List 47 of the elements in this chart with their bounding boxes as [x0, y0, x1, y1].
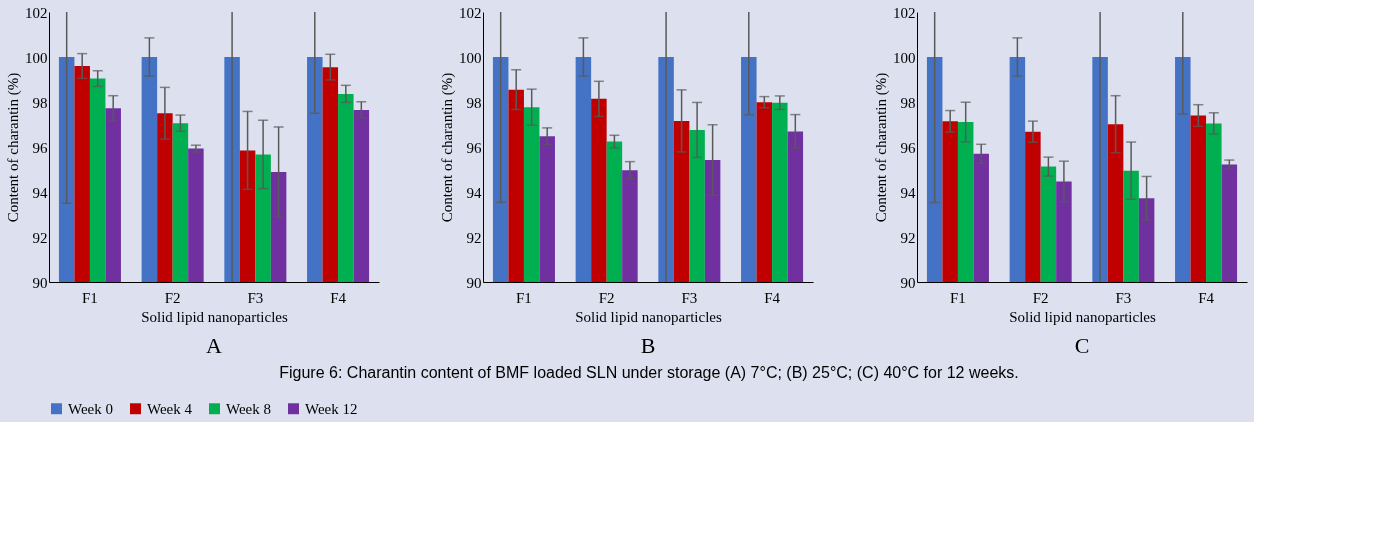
x-tick-label: F2 [598, 289, 615, 306]
x-axis-title: Solid lipid nanoparticles [141, 308, 288, 325]
x-tick-label: F4 [1198, 289, 1215, 306]
y-tick-label: 102 [459, 4, 482, 21]
y-tick-label: 100 [459, 49, 482, 66]
x-tick-label: F3 [681, 289, 698, 306]
y-axis-title: Content of charantin (%) [873, 72, 890, 223]
x-tick-label: F3 [1115, 289, 1132, 306]
text: C [1074, 333, 1090, 358]
y-tick-label: 92 [32, 229, 48, 246]
y-tick-label: 100 [893, 49, 916, 66]
y-tick-label: 96 [900, 139, 916, 156]
y-tick-label: 92 [466, 229, 482, 246]
y-tick-label: 102 [893, 4, 916, 21]
x-tick-label: F1 [82, 289, 98, 306]
y-tick-label: 92 [900, 229, 916, 246]
y-tick-label: 90 [900, 274, 916, 291]
y-tick-label: 90 [32, 274, 48, 291]
x-tick-label: F1 [950, 289, 966, 306]
y-axis-title: Content of charantin (%) [439, 72, 456, 223]
y-tick-label: 98 [32, 94, 48, 111]
legend-label: Week 4 [147, 400, 193, 417]
x-tick-label: F4 [330, 289, 347, 306]
y-tick-label: 98 [900, 94, 916, 111]
text: B [640, 333, 656, 358]
x-tick-label: F2 [1032, 289, 1049, 306]
x-tick-label: F2 [164, 289, 181, 306]
legend-label: Week 8 [226, 400, 272, 417]
caption: Figure 6: Charantin content of BMF loaded SLN under storage (A) 7°C; (B) 25°C; (C) 40°C for 12 weeks. [279, 364, 1019, 381]
x-tick-label: F1 [516, 289, 532, 306]
legend-label: Week 12 [305, 400, 358, 417]
text: A [206, 333, 223, 358]
x-tick-label: F3 [247, 289, 264, 306]
y-tick-label: 96 [32, 139, 48, 156]
y-tick-label: 90 [466, 274, 482, 291]
y-tick-label: 96 [466, 139, 482, 156]
y-tick-label: 94 [32, 184, 48, 201]
y-tick-label: 100 [25, 49, 48, 66]
y-tick-label: 94 [900, 184, 916, 201]
y-tick-label: 102 [25, 4, 48, 21]
x-axis-title: Solid lipid nanoparticles [575, 308, 722, 325]
y-tick-label: 94 [466, 184, 482, 201]
y-tick-label: 98 [466, 94, 482, 111]
y-axis-title: Content of charantin (%) [5, 72, 22, 223]
x-tick-label: F4 [764, 289, 781, 306]
x-axis-title: Solid lipid nanoparticles [1009, 308, 1156, 325]
legend-label: Week 0 [68, 400, 114, 417]
